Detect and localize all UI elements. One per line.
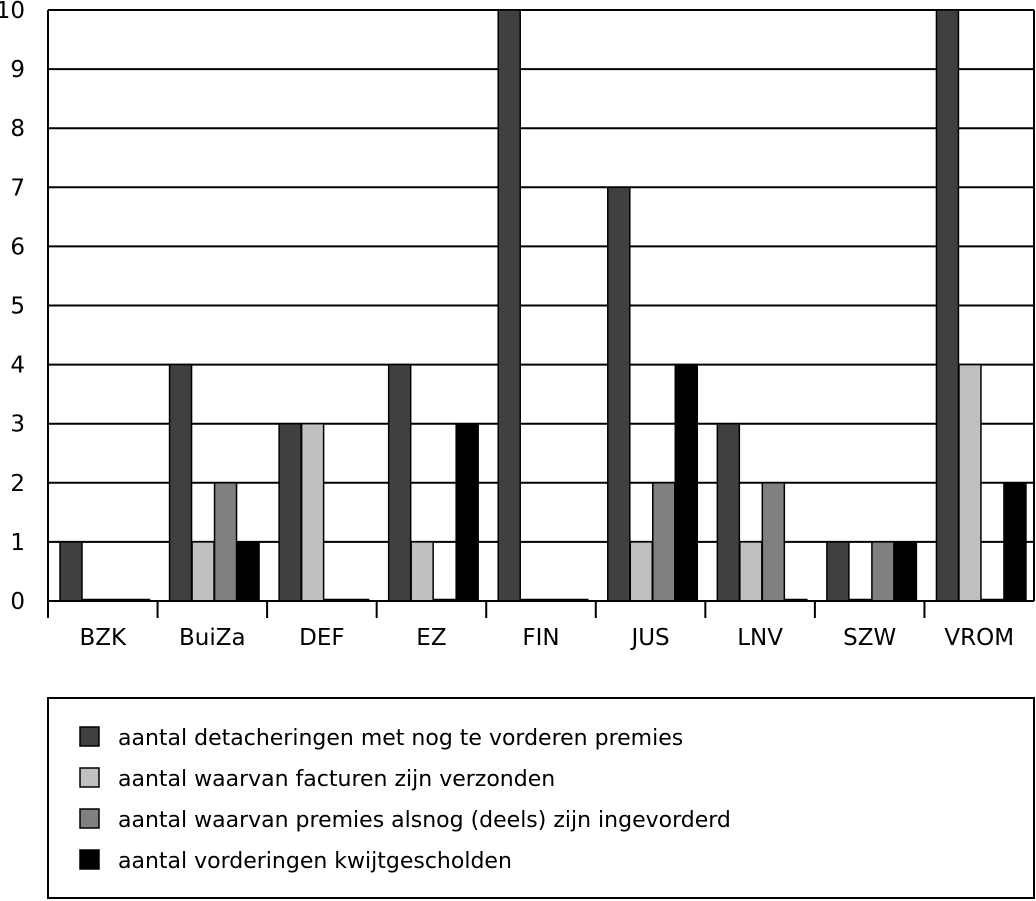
- legend-swatch: [79, 726, 100, 747]
- y-tick-label: 7: [10, 175, 25, 201]
- legend-box: [47, 697, 1035, 899]
- bar: [826, 541, 850, 602]
- x-tick-label: FIN: [522, 625, 559, 651]
- y-tick-label: 6: [10, 234, 25, 260]
- bar: [739, 541, 763, 602]
- bar: [213, 482, 238, 602]
- y-tick-label: 8: [10, 116, 25, 142]
- bar: [716, 422, 741, 602]
- legend-swatch: [79, 808, 100, 829]
- legend-item: aantal waarvan facturen zijn verzonden: [79, 767, 555, 792]
- y-tick-label: 3: [10, 412, 25, 438]
- x-tick-label: SZW: [843, 625, 896, 651]
- bar: [958, 363, 982, 602]
- legend-swatch: [79, 849, 100, 870]
- y-tick-label: 4: [10, 353, 25, 379]
- y-tick-label: 5: [10, 294, 25, 320]
- bars: [59, 9, 1027, 602]
- legend-item: aantal vorderingen kwijtgescholden: [79, 849, 512, 874]
- bar: [674, 363, 699, 602]
- bar: [652, 482, 676, 602]
- x-tick-label: BuiZa: [179, 625, 246, 651]
- bar: [455, 422, 479, 602]
- bar: [935, 9, 960, 602]
- legend-swatch: [79, 767, 100, 788]
- bar: [191, 541, 215, 602]
- bar: [236, 541, 260, 602]
- bar: [1003, 482, 1027, 602]
- bar: [607, 186, 631, 602]
- bar: [629, 541, 654, 602]
- bar: [300, 422, 325, 602]
- axes: [47, 10, 1035, 618]
- y-axis-ticks: 0 1 2 3 4 5 6 7 8 9 10: [0, 0, 25, 615]
- bar: [871, 541, 895, 602]
- legend-label: aantal vorderingen kwijtgescholden: [118, 849, 512, 874]
- x-tick-label: BZK: [79, 625, 127, 651]
- y-tick-label: 9: [10, 57, 25, 83]
- legend: aantal detacheringen met nog te vorderen…: [47, 697, 1035, 899]
- bar: [387, 363, 412, 602]
- bar: [893, 541, 918, 602]
- bar: [497, 9, 521, 602]
- legend-label: aantal waarvan premies alsnog (deels) zi…: [118, 808, 731, 833]
- bar: [761, 482, 786, 602]
- bar: [59, 541, 83, 602]
- y-tick-label: 2: [10, 471, 25, 497]
- legend-item: aantal detacheringen met nog te vorderen…: [79, 726, 683, 751]
- x-tick-label: EZ: [416, 625, 446, 651]
- legend-item: aantal waarvan premies alsnog (deels) zi…: [79, 808, 731, 833]
- grid-lines: [48, 9, 1034, 602]
- x-tick-label: VROM: [944, 625, 1014, 651]
- bar: [278, 422, 302, 602]
- x-tick-label: JUS: [629, 625, 669, 651]
- y-tick-label: 10: [0, 0, 25, 24]
- x-tick-label: LNV: [737, 625, 783, 651]
- legend-label: aantal detacheringen met nog te vorderen…: [118, 726, 683, 751]
- x-tick-label: DEF: [299, 625, 344, 651]
- y-tick-label: 1: [10, 530, 25, 556]
- bar: [410, 541, 434, 602]
- y-tick-label: 0: [10, 589, 25, 615]
- bar: [168, 363, 193, 602]
- x-axis-ticks: BZK BuiZa DEF EZ FIN JUS LNV SZW VROM: [79, 601, 1014, 651]
- legend-label: aantal waarvan facturen zijn verzonden: [118, 767, 555, 792]
